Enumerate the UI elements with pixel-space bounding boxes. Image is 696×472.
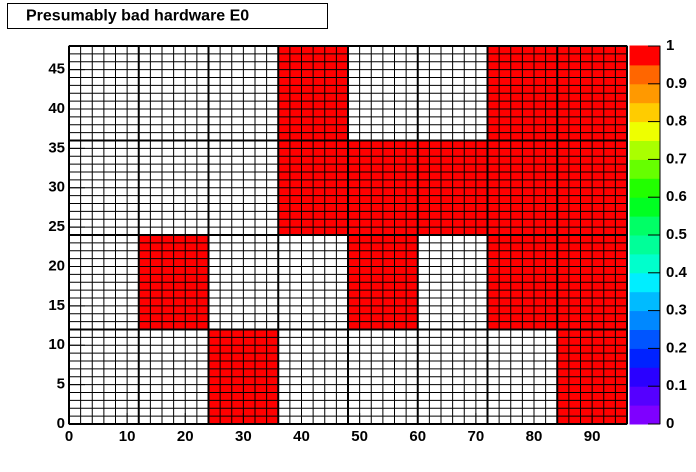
- chart-title: Presumably bad hardware E0: [26, 8, 249, 25]
- z-tick-label: 0.3: [666, 302, 687, 319]
- y-tick-label: 35: [48, 139, 65, 156]
- y-tick-label: 5: [57, 376, 65, 393]
- x-tick-label: 10: [119, 428, 136, 445]
- z-tick-label: 0.8: [666, 113, 687, 130]
- palette-band: [629, 253, 661, 274]
- palette-band: [629, 215, 661, 236]
- z-tick-label: 1: [666, 37, 674, 54]
- z-tick-label: 0: [666, 415, 674, 432]
- x-tick-label: 50: [351, 428, 368, 445]
- y-tick-label: 40: [48, 100, 65, 117]
- palette-band: [629, 140, 661, 160]
- y-tick-label: 0: [57, 415, 65, 432]
- z-tick-label: 0.2: [666, 339, 687, 356]
- palette-band: [629, 64, 661, 85]
- palette-band: [629, 196, 661, 217]
- z-tick-label: 0.6: [666, 188, 687, 205]
- palette-band: [629, 177, 661, 198]
- palette-band: [629, 366, 661, 387]
- plot-frame: [68, 45, 628, 425]
- palette-band: [629, 121, 661, 141]
- y-tick-label: 25: [48, 218, 65, 235]
- x-tick-label: 90: [584, 428, 601, 445]
- z-tick-label: 0.1: [666, 377, 687, 394]
- x-tick-label: 40: [293, 428, 310, 445]
- x-tick-label: 0: [65, 428, 73, 445]
- palette-band: [629, 102, 661, 123]
- y-tick-label: 30: [48, 179, 65, 196]
- title-box: [7, 3, 328, 29]
- palette-band: [629, 45, 661, 66]
- palette-band: [629, 404, 661, 425]
- palette-band: [629, 83, 661, 104]
- y-tick-label: 15: [48, 297, 65, 314]
- palette-band: [629, 347, 661, 368]
- palette-band: [629, 158, 661, 179]
- palette-band: [629, 329, 661, 349]
- y-tick-label: 10: [48, 336, 65, 353]
- x-tick-label: 60: [409, 428, 426, 445]
- y-tick-label: 45: [48, 61, 65, 78]
- z-tick-label: 0.9: [666, 75, 687, 92]
- x-tick-label: 80: [526, 428, 543, 445]
- palette-band: [629, 385, 661, 406]
- z-tick-label: 0.5: [666, 226, 687, 243]
- palette-band: [629, 234, 661, 255]
- z-tick-label: 0.4: [666, 264, 688, 281]
- palette-band: [629, 291, 661, 312]
- palette-band: [629, 272, 661, 293]
- x-tick-label: 20: [177, 428, 194, 445]
- x-tick-label: 30: [235, 428, 252, 445]
- y-tick-label: 20: [48, 257, 65, 274]
- z-tick-label: 0.7: [666, 150, 687, 167]
- palette-band: [629, 310, 661, 331]
- x-tick-label: 70: [468, 428, 485, 445]
